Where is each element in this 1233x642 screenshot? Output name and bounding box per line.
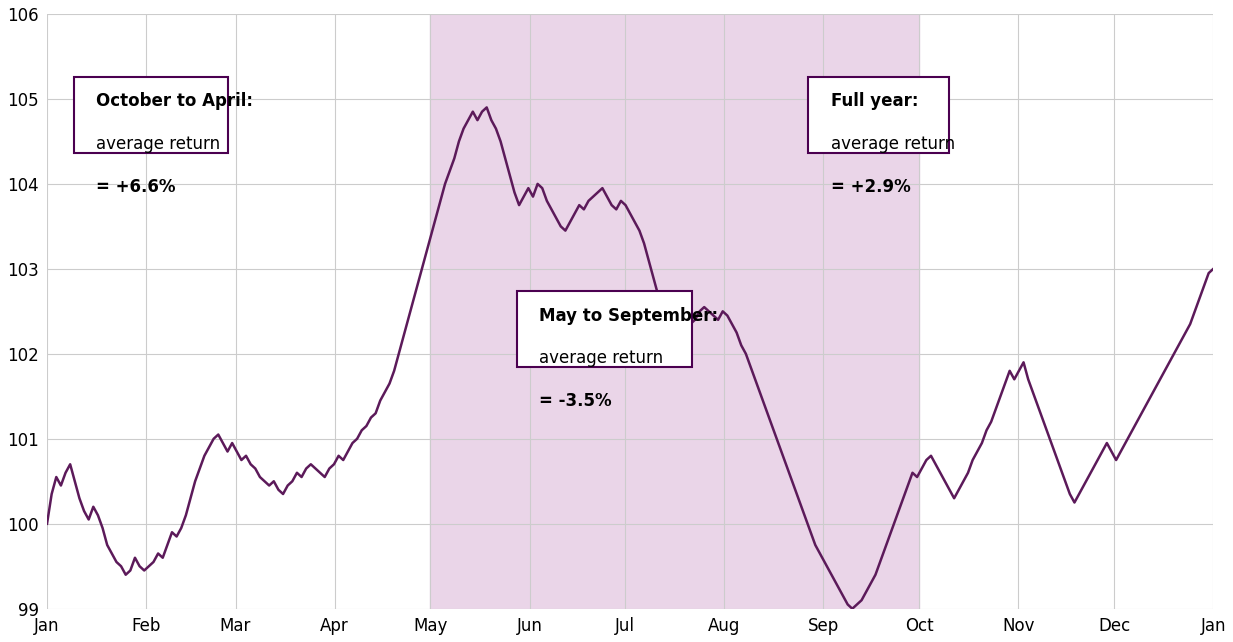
Text: average return: average return — [539, 349, 663, 367]
Text: Full year:
average return
= +2.9%: Full year: average return = +2.9% — [816, 85, 941, 145]
Text: October to April:
average return
= +6.6%: October to April: average return = +6.6% — [83, 85, 219, 145]
Bar — [430, 14, 920, 609]
Text: = +2.9%: = +2.9% — [831, 178, 910, 196]
Text: Full year:: Full year: — [831, 92, 919, 110]
Text: average return: average return — [831, 135, 954, 153]
Text: May to September:: May to September: — [539, 307, 719, 325]
Text: = +6.6%: = +6.6% — [96, 178, 175, 196]
Text: May to September:
average return
= -3.5%: May to September: average return = -3.5% — [525, 299, 684, 359]
Text: average return: average return — [96, 135, 221, 153]
Text: October to April:: October to April: — [96, 92, 253, 110]
Text: = -3.5%: = -3.5% — [539, 392, 612, 410]
